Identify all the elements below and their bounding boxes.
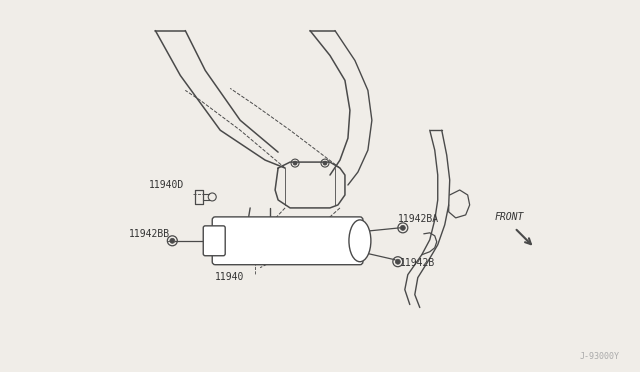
Text: 11940: 11940 [215,272,244,282]
Circle shape [396,259,401,264]
Ellipse shape [349,220,371,262]
FancyBboxPatch shape [212,217,363,265]
Circle shape [293,161,297,165]
Text: 11942BA: 11942BA [398,214,439,224]
FancyBboxPatch shape [204,226,225,256]
Circle shape [401,225,405,230]
Circle shape [170,238,175,243]
Text: J-93000Y: J-93000Y [579,352,620,361]
Text: FRONT: FRONT [495,212,524,222]
Circle shape [323,161,327,165]
Text: 11940D: 11940D [148,180,184,190]
Text: 11942BB: 11942BB [129,229,170,239]
Text: 11942B: 11942B [400,258,435,268]
